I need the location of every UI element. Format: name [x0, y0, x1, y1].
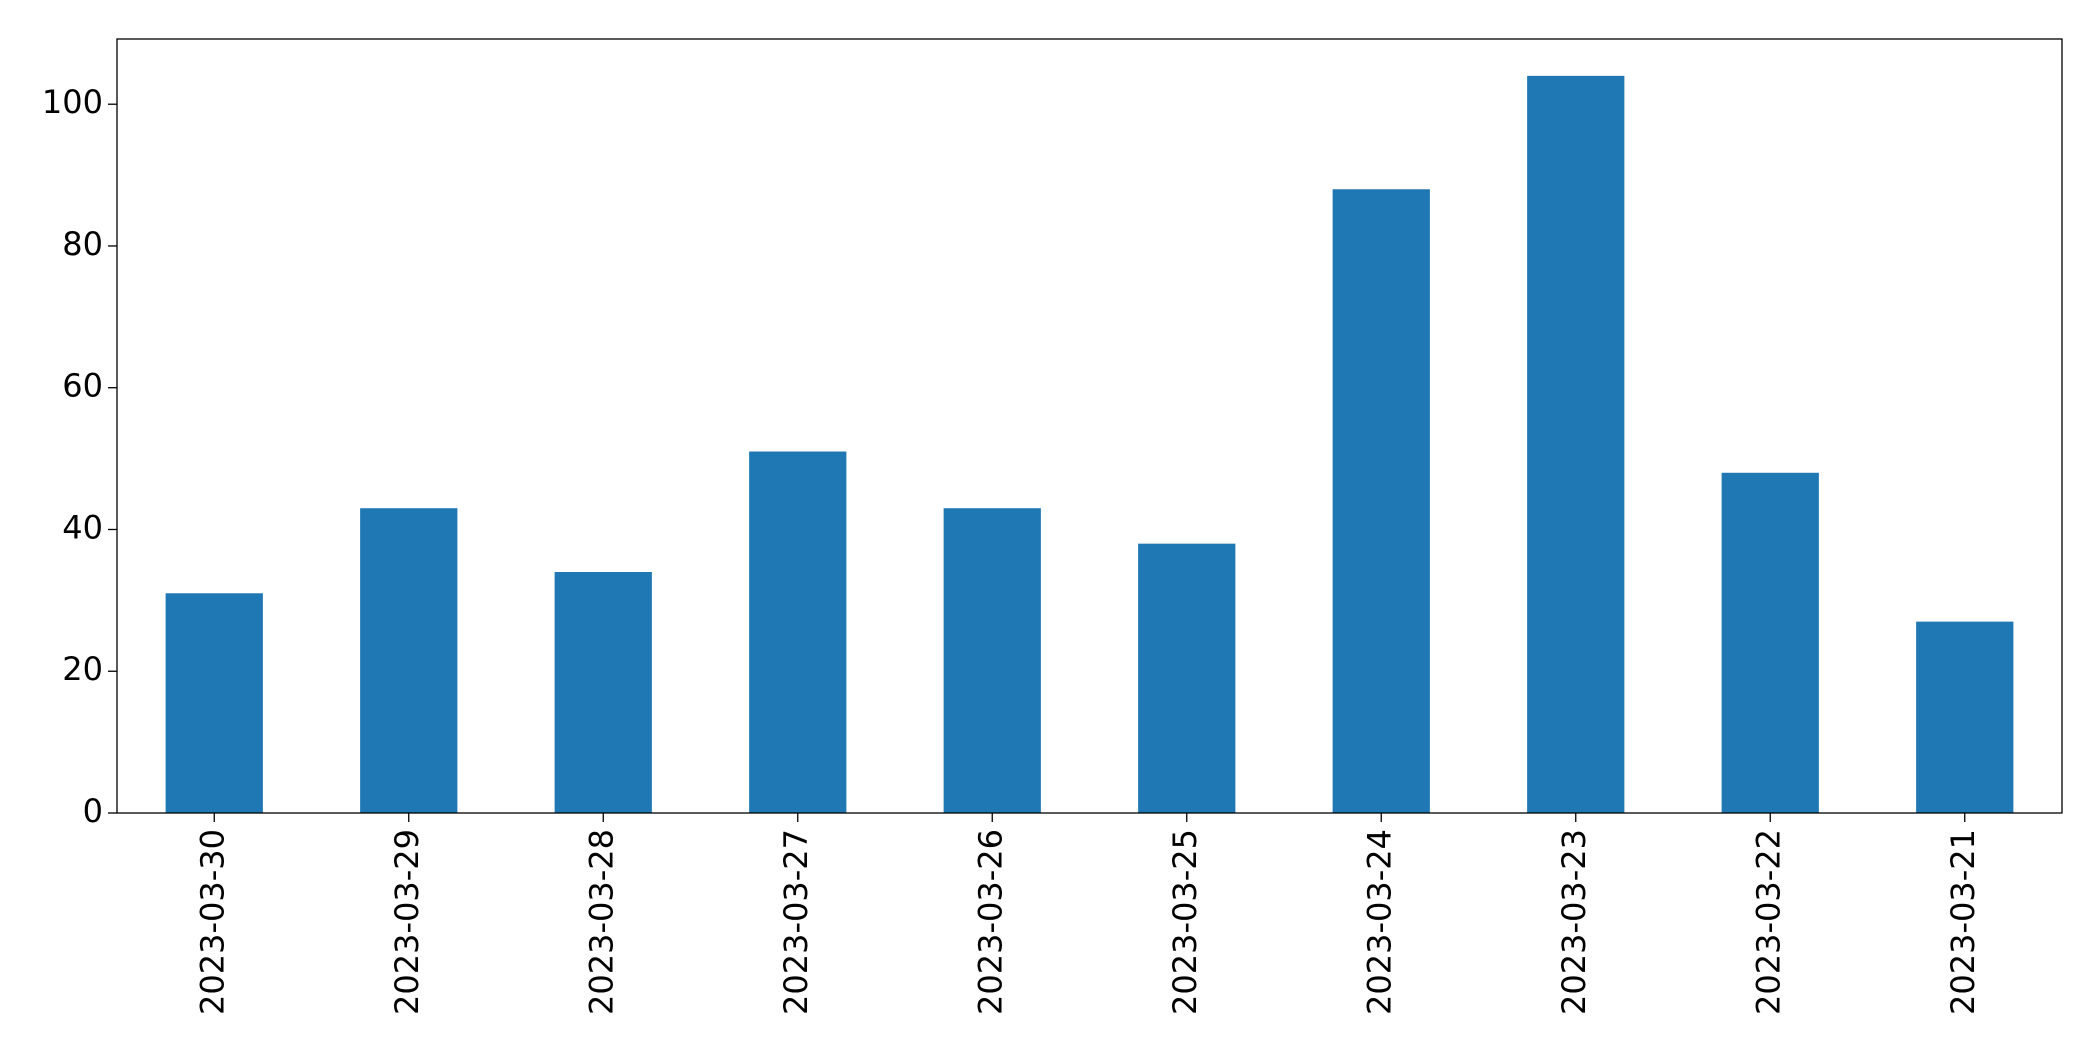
bar: [360, 508, 458, 813]
x-tick-label: 2023-03-23: [1555, 829, 1593, 1015]
y-tick-label: 80: [62, 225, 103, 263]
bar: [554, 572, 652, 813]
x-tick-label: 2023-03-24: [1360, 829, 1398, 1015]
y-tick-label: 40: [62, 508, 103, 546]
x-tick-label: 2023-03-21: [1944, 829, 1982, 1015]
bar: [943, 508, 1041, 813]
x-tick-label: 2023-03-25: [1166, 829, 1204, 1015]
x-tick-label: 2023-03-30: [193, 829, 231, 1015]
bar: [1332, 189, 1430, 813]
x-tick-label: 2023-03-26: [971, 829, 1009, 1015]
axes-frame: [116, 38, 2063, 814]
bar: [1138, 543, 1236, 813]
y-tick-label: 0: [83, 792, 103, 830]
x-tick-label: 2023-03-28: [582, 829, 620, 1015]
y-tick-label: 20: [62, 650, 103, 688]
bar: [749, 451, 847, 813]
bar: [1916, 621, 2014, 813]
y-tick-label: 100: [42, 83, 103, 121]
x-tick-label: 2023-03-22: [1749, 829, 1787, 1015]
bar: [1721, 472, 1819, 813]
y-tick-label: 60: [62, 367, 103, 405]
bar: [165, 593, 263, 813]
bar: [1527, 75, 1625, 814]
x-tick-label: 2023-03-27: [777, 829, 815, 1015]
x-tick-label: 2023-03-29: [388, 829, 426, 1015]
